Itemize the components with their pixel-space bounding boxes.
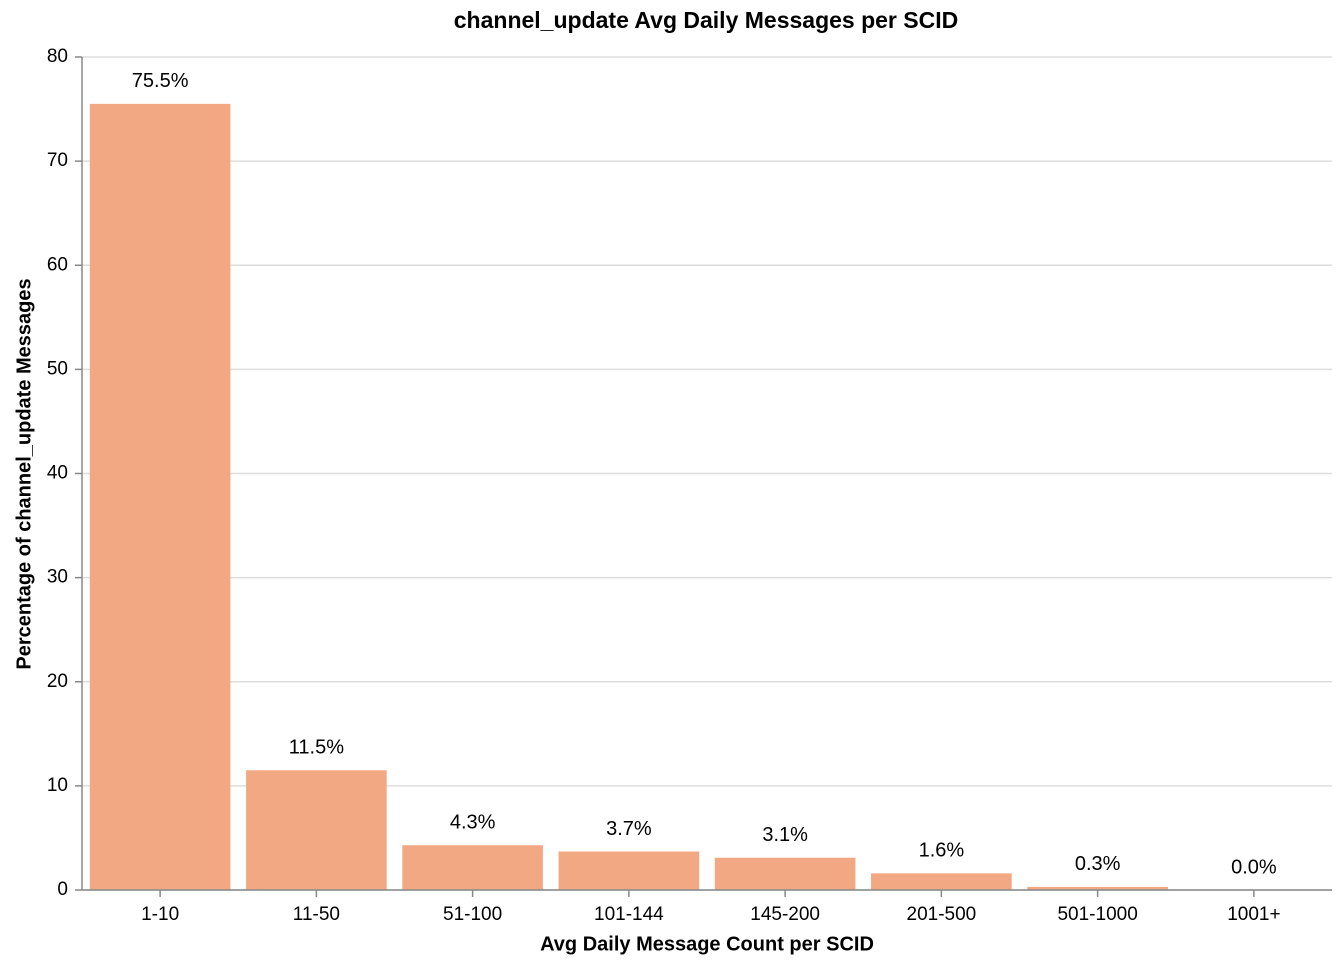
x-tick-label: 201-500 bbox=[907, 904, 977, 925]
bar bbox=[871, 873, 1012, 890]
y-tick-label: 80 bbox=[47, 46, 68, 67]
value-label: 11.5% bbox=[289, 737, 344, 759]
chart-title: channel_update Avg Daily Messages per SC… bbox=[454, 7, 958, 33]
x-tick-label: 1001+ bbox=[1227, 904, 1280, 925]
y-axis-label: Percentage of channel_update Messages bbox=[13, 278, 35, 669]
x-tick-label: 145-200 bbox=[750, 904, 820, 925]
x-tick-label: 101-144 bbox=[594, 904, 664, 925]
value-label: 0.0% bbox=[1231, 856, 1277, 878]
bar bbox=[402, 845, 543, 890]
x-tick-label: 501-1000 bbox=[1057, 904, 1137, 925]
value-label: 0.3% bbox=[1075, 853, 1121, 875]
bar bbox=[558, 851, 700, 890]
bar bbox=[1027, 886, 1168, 890]
y-tick-label: 20 bbox=[47, 671, 68, 692]
x-tick-label: 11-50 bbox=[293, 904, 340, 925]
bar bbox=[246, 770, 387, 890]
y-tick-label: 50 bbox=[47, 358, 68, 379]
y-tick-label: 0 bbox=[57, 879, 68, 900]
x-tick-label: 1-10 bbox=[141, 904, 179, 925]
value-label: 1.6% bbox=[919, 840, 965, 862]
y-tick-label: 60 bbox=[47, 254, 68, 275]
value-label: 3.1% bbox=[762, 824, 808, 846]
value-label: 3.7% bbox=[606, 818, 652, 840]
bar bbox=[89, 103, 231, 890]
x-tick-label: 51-100 bbox=[443, 904, 502, 925]
bar bbox=[714, 857, 856, 890]
x-axis-label: Avg Daily Message Count per SCID bbox=[540, 933, 874, 955]
value-label: 4.3% bbox=[450, 812, 496, 834]
y-tick-label: 10 bbox=[47, 775, 68, 796]
y-tick-label: 30 bbox=[47, 567, 68, 588]
y-tick-label: 40 bbox=[47, 463, 68, 484]
y-tick-label: 70 bbox=[47, 150, 68, 171]
value-label: 75.5% bbox=[132, 70, 189, 92]
